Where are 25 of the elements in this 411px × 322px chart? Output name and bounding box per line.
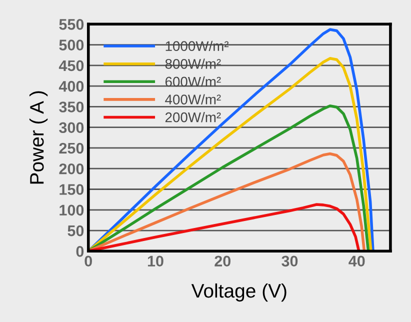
x-tick-label: 20 <box>214 256 230 267</box>
line-series <box>88 203 360 252</box>
y-axis-title: Power ( A ) <box>29 91 48 184</box>
x-axis-title: Voltage (V) <box>191 283 286 302</box>
y-tick-label: 350 <box>59 102 84 112</box>
legend-label: 400W/m² <box>165 94 221 104</box>
legend-label: 200W/m² <box>165 112 221 122</box>
y-tick-label: 400 <box>58 80 84 92</box>
y-tick-label: 250 <box>59 142 84 154</box>
line-series <box>88 152 366 252</box>
legend-label: 600W/m² <box>165 76 221 87</box>
y-tick-label: 200 <box>59 163 84 174</box>
y-tick-label: 50 <box>68 225 84 236</box>
y-tick-label: 300 <box>59 122 84 134</box>
x-tick-label: 10 <box>148 256 164 267</box>
y-tick-label: 550 <box>59 19 84 30</box>
line-series <box>88 104 370 252</box>
y-tick-label: 450 <box>58 60 84 72</box>
x-tick-label: 30 <box>282 256 298 267</box>
y-tick-label: 150 <box>60 184 84 195</box>
y-tick-label: 0 <box>76 246 84 257</box>
x-tick-label: 0 <box>84 256 92 267</box>
y-tick-label: 500 <box>59 40 84 50</box>
y-tick-label: 100 <box>60 204 84 216</box>
x-tick-label: 40 <box>348 256 365 267</box>
